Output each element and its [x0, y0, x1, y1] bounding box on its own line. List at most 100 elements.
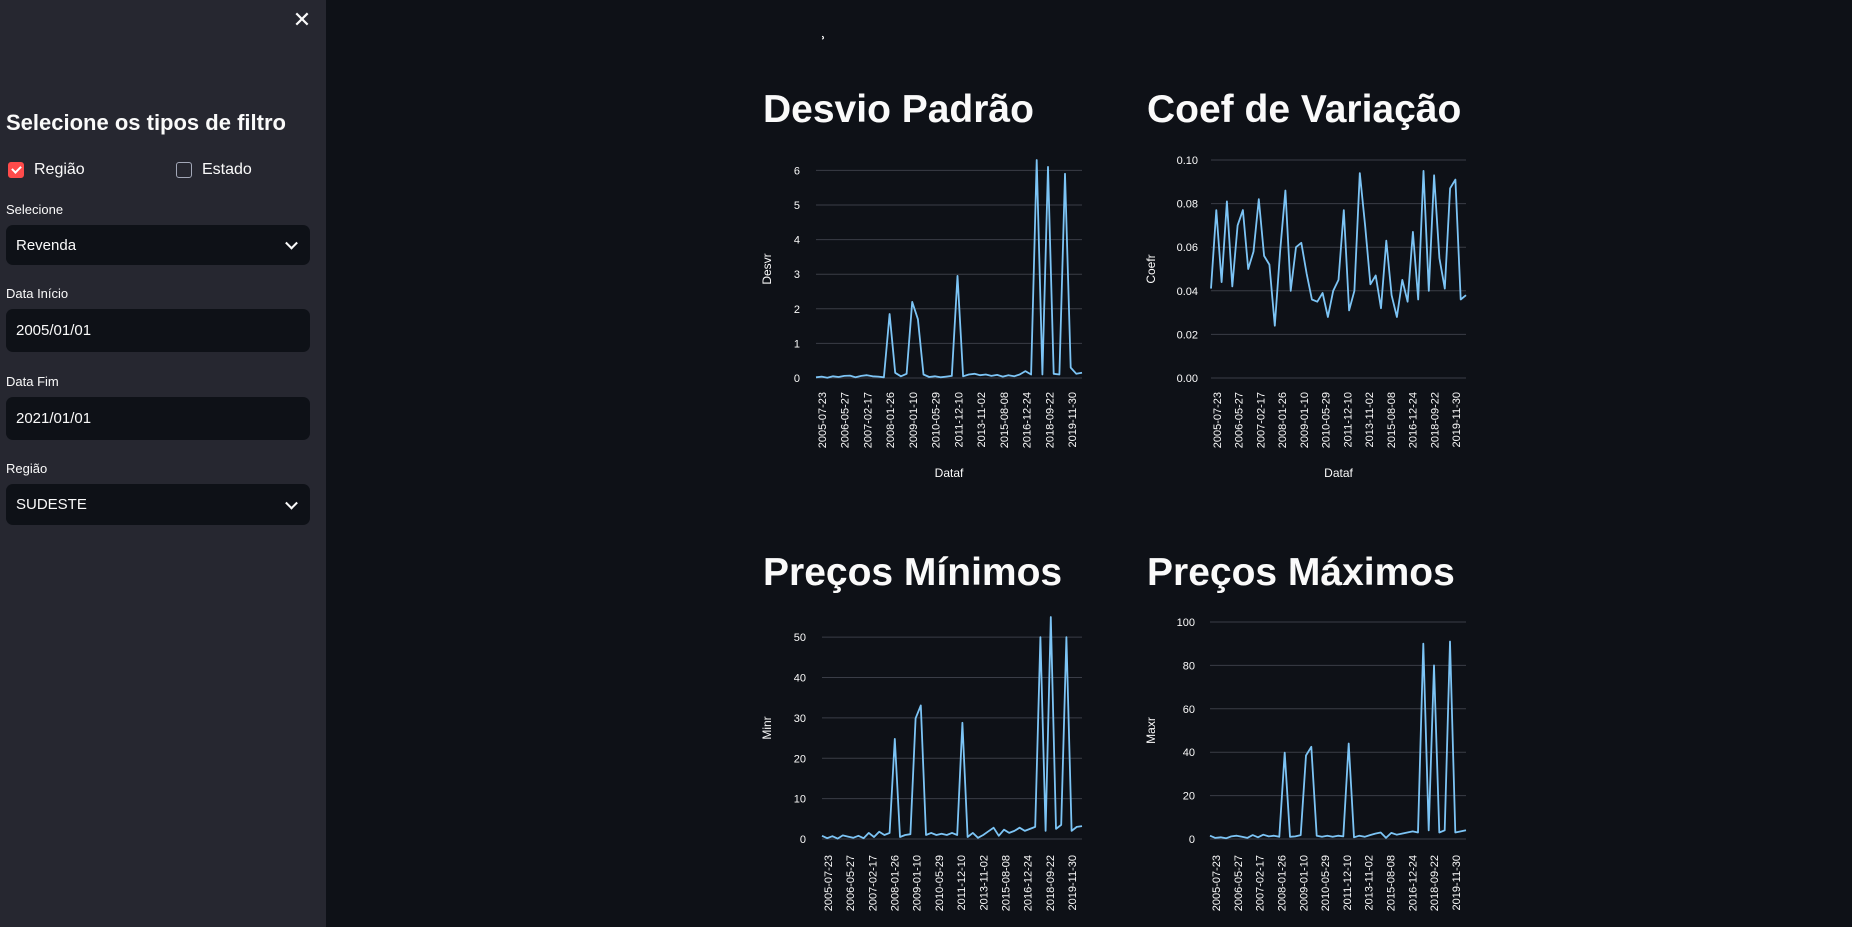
x-tick-label: 2016-12-24 — [1023, 855, 1035, 911]
x-tick-label: 2007-02-17 — [867, 855, 879, 911]
selecione-value: Revenda — [16, 236, 77, 254]
x-tick-label: 2013-11-02 — [1364, 392, 1376, 447]
regiao-value: SUDESTE — [16, 496, 87, 513]
series-line — [1209, 640, 1467, 840]
x-tick-label: 2008-01-26 — [1277, 392, 1289, 448]
y-tick-label: 20 — [1183, 791, 1195, 803]
chart-coef: 0.00 0.02 0.04 0.06 0.08 0.10 2005-07-23 2006-0… — [1144, 155, 1467, 480]
y-tick-label: 0.08 — [1177, 199, 1198, 211]
close-icon[interactable]: ✕ — [292, 7, 312, 32]
x-tick-label: 2015-08-08 — [1386, 392, 1398, 448]
x-tick-label: 2011-12-10 — [956, 855, 968, 910]
x-tick-label: 2013-11-02 — [1364, 855, 1376, 910]
y-tick-label: 0 — [794, 373, 800, 385]
checkbox-regiao[interactable]: Região — [8, 161, 85, 179]
checkbox-estado[interactable]: Estado — [176, 161, 252, 179]
data-fim-value: 2021/01/01 — [16, 410, 92, 427]
sidebar: ✕ Selecione os tipos de filtro Região Es… — [0, 0, 326, 927]
y-tick-label: 60 — [1183, 704, 1195, 716]
y-tick-label: 5 — [794, 200, 800, 212]
x-tick-label: 2015-08-08 — [999, 392, 1011, 448]
x-tick-label: 2018-09-22 — [1429, 392, 1441, 448]
selecione-select[interactable]: Revenda — [6, 225, 310, 265]
y-tick-label: 40 — [794, 673, 806, 685]
x-tick-label: 2009-01-10 — [912, 855, 924, 911]
x-tick-label: 2011-12-10 — [1342, 855, 1354, 910]
selecione-label: Selecione — [6, 202, 64, 217]
y-tick-label: 3 — [794, 269, 800, 281]
y-tick-label: 40 — [1183, 747, 1195, 759]
x-tick-label: 2018-09-22 — [1429, 855, 1441, 911]
regiao-label: Região — [6, 461, 48, 476]
series-line — [821, 616, 1083, 840]
x-tick-label: 2008-01-26 — [885, 392, 897, 448]
x-tick-label: 2019-11-30 — [1067, 855, 1079, 910]
y-tick-label: 0.00 — [1177, 373, 1198, 385]
x-tick-label: 2016-12-24 — [1022, 392, 1034, 448]
chart-title-desvio: Desvio Padrão — [763, 88, 1034, 131]
data-fim-input[interactable]: 2021/01/01 — [6, 397, 310, 440]
chart-title-coef: Coef de Variação — [1147, 88, 1462, 131]
x-tick-label: 2010-05-29 — [1320, 855, 1332, 911]
x-tick-label: 2007-02-17 — [1255, 855, 1267, 911]
x-tick-label: 2013-11-02 — [976, 392, 988, 447]
x-axis-label: Dataf — [935, 466, 964, 480]
y-tick-label: 2 — [794, 304, 800, 316]
x-tick-label: 2007-02-17 — [1255, 392, 1267, 448]
y-tick-label: 100 — [1177, 617, 1195, 629]
x-tick-label: 2016-12-24 — [1407, 855, 1419, 911]
chart-minimos: 0 10 20 30 40 50 2005-07-23 2006-05-27 2007-02-1… — [760, 616, 1083, 911]
sidebar-title: Selecione os tipos de filtro — [6, 110, 286, 135]
y-tick-label: 20 — [794, 753, 806, 765]
x-tick-label: 2019-11-30 — [1451, 855, 1463, 910]
y-tick-label: 6 — [794, 165, 800, 177]
chart-maximos: 0 20 40 60 80 100 2005-07-23 2006-05-27 2007-02-… — [1144, 617, 1467, 911]
x-tick-label: 2006-05-27 — [1234, 392, 1246, 448]
y-tick-label: 0 — [1189, 834, 1195, 846]
y-tick-label: 0 — [800, 834, 806, 846]
x-tick-label: 2005-07-23 — [1211, 855, 1223, 911]
y-tick-label: 0.04 — [1177, 286, 1198, 298]
checkbox-checked-icon[interactable] — [8, 162, 24, 178]
x-tick-label: 2019-11-30 — [1451, 392, 1463, 447]
series-line — [1210, 169, 1467, 327]
data-inicio-label: Data Início — [6, 286, 69, 301]
x-tick-label: 2009-01-10 — [908, 392, 920, 448]
x-tick-label: 2013-11-02 — [978, 855, 990, 910]
data-inicio-input[interactable]: 2005/01/01 — [6, 309, 310, 352]
y-tick-label: 0.02 — [1177, 329, 1198, 341]
x-tick-label: 2006-05-27 — [840, 392, 852, 448]
y-tick-label: 30 — [794, 713, 806, 725]
x-tick-label: 2010-05-29 — [1321, 392, 1333, 448]
y-tick-label: 4 — [794, 235, 800, 247]
x-tick-label: 2009-01-10 — [1299, 392, 1311, 448]
y-axis-label: Desvr — [760, 253, 774, 284]
chart-desvio: 0 1 2 3 4 5 6 2005-07-23 2006-05-27 2007-02-17 200… — [760, 159, 1083, 480]
y-tick-label: 10 — [794, 794, 806, 806]
chart-title-maximos: Preços Máximos — [1147, 551, 1455, 594]
x-tick-label: 2008-01-26 — [1276, 855, 1288, 911]
x-tick-label: 2011-12-10 — [953, 392, 965, 447]
x-tick-label: 2018-09-22 — [1045, 855, 1057, 911]
stray-mark: ʾ — [820, 34, 826, 54]
x-tick-label: 2009-01-10 — [1298, 855, 1310, 911]
x-tick-label: 2006-05-27 — [1233, 855, 1245, 911]
x-tick-label: 2015-08-08 — [1000, 855, 1012, 911]
checkbox-regiao-label: Região — [34, 161, 85, 178]
x-tick-label: 2018-09-22 — [1044, 392, 1056, 448]
y-tick-label: 50 — [794, 632, 806, 644]
x-axis-label: Dataf — [1324, 466, 1353, 480]
x-tick-label: 2007-02-17 — [862, 392, 874, 448]
checkbox-unchecked-icon[interactable] — [176, 162, 192, 178]
y-axis-label: Coefr — [1144, 254, 1158, 283]
series-line — [815, 159, 1083, 379]
y-axis-label: Minr — [760, 716, 774, 739]
y-axis-label: Maxr — [1144, 717, 1158, 744]
regiao-select[interactable]: SUDESTE — [6, 484, 310, 525]
x-tick-label: 2010-05-29 — [934, 855, 946, 911]
x-tick-label: 2005-07-23 — [1212, 392, 1224, 448]
x-tick-label: 2008-01-26 — [890, 855, 902, 911]
y-tick-label: 0.10 — [1177, 155, 1198, 167]
x-tick-label: 2016-12-24 — [1408, 392, 1420, 448]
